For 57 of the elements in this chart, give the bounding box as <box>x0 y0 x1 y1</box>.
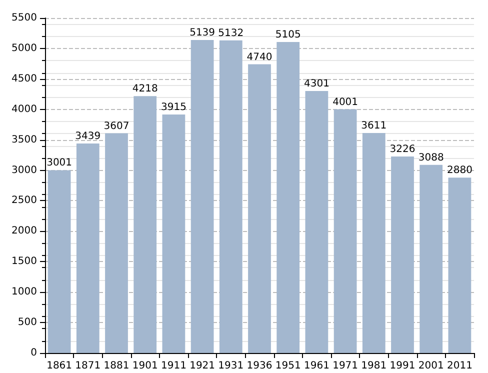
x-tick-label: 1991 <box>390 360 416 372</box>
y-tick-label: 5000 <box>12 42 37 54</box>
data-label: 3226 <box>390 144 416 156</box>
data-label: 3088 <box>418 152 444 164</box>
bar <box>162 114 186 353</box>
data-label: 3607 <box>104 120 130 132</box>
data-label: 3915 <box>160 102 186 114</box>
y-tick-label: 500 <box>18 317 37 328</box>
x-tick-label: 1911 <box>160 360 186 372</box>
bar <box>391 156 414 353</box>
bar <box>334 109 357 353</box>
bar <box>305 91 328 353</box>
x-tick-label: 1871 <box>75 360 101 372</box>
bar <box>248 64 271 353</box>
y-tick-label: 2000 <box>12 226 37 237</box>
y-tick-label: 0 <box>30 348 37 358</box>
data-label: 4218 <box>132 84 158 95</box>
bar <box>276 42 300 353</box>
x-tick-label: 1861 <box>46 360 72 372</box>
data-label: 3001 <box>46 158 72 169</box>
x-tick-label: 1936 <box>246 360 272 372</box>
data-label: 3439 <box>75 131 101 142</box>
data-label: 5132 <box>218 28 244 39</box>
x-tick-label: 1901 <box>132 360 158 372</box>
data-label: 4001 <box>332 96 358 108</box>
x-tick-label: 2001 <box>418 360 444 372</box>
y-tick-label: 4500 <box>12 73 37 84</box>
bar <box>420 164 443 353</box>
bar <box>219 40 242 353</box>
y-tick-label: 4000 <box>12 104 37 115</box>
bar <box>105 133 128 353</box>
y-tick-label: 3000 <box>12 164 37 176</box>
data-label: 4301 <box>304 78 330 90</box>
data-label: 3611 <box>361 120 387 132</box>
data-label: 2880 <box>446 165 472 176</box>
bar <box>190 40 214 353</box>
y-tick-label: 5500 <box>12 12 37 24</box>
data-label: 5139 <box>190 27 216 38</box>
bar <box>362 133 386 353</box>
y-tick-label: 2500 <box>12 195 37 206</box>
x-tick-label: 1981 <box>361 360 387 372</box>
x-tick-label: 2011 <box>446 360 472 372</box>
y-tick-label: 1500 <box>12 256 37 268</box>
x-tick-label: 1951 <box>275 360 301 372</box>
y-tick-label: 3500 <box>12 134 37 146</box>
bar <box>448 178 472 353</box>
x-tick-label: 1931 <box>218 360 244 372</box>
bar <box>134 96 157 353</box>
data-label: 4740 <box>246 52 272 63</box>
x-tick-label: 1971 <box>332 360 358 372</box>
x-tick-label: 1921 <box>190 360 216 372</box>
bar <box>48 170 71 353</box>
bar <box>76 144 100 353</box>
x-tick-label: 1961 <box>304 360 330 372</box>
x-tick-label: 1881 <box>104 360 130 372</box>
y-tick-label: 1000 <box>12 286 37 298</box>
data-label: 5105 <box>275 30 301 41</box>
